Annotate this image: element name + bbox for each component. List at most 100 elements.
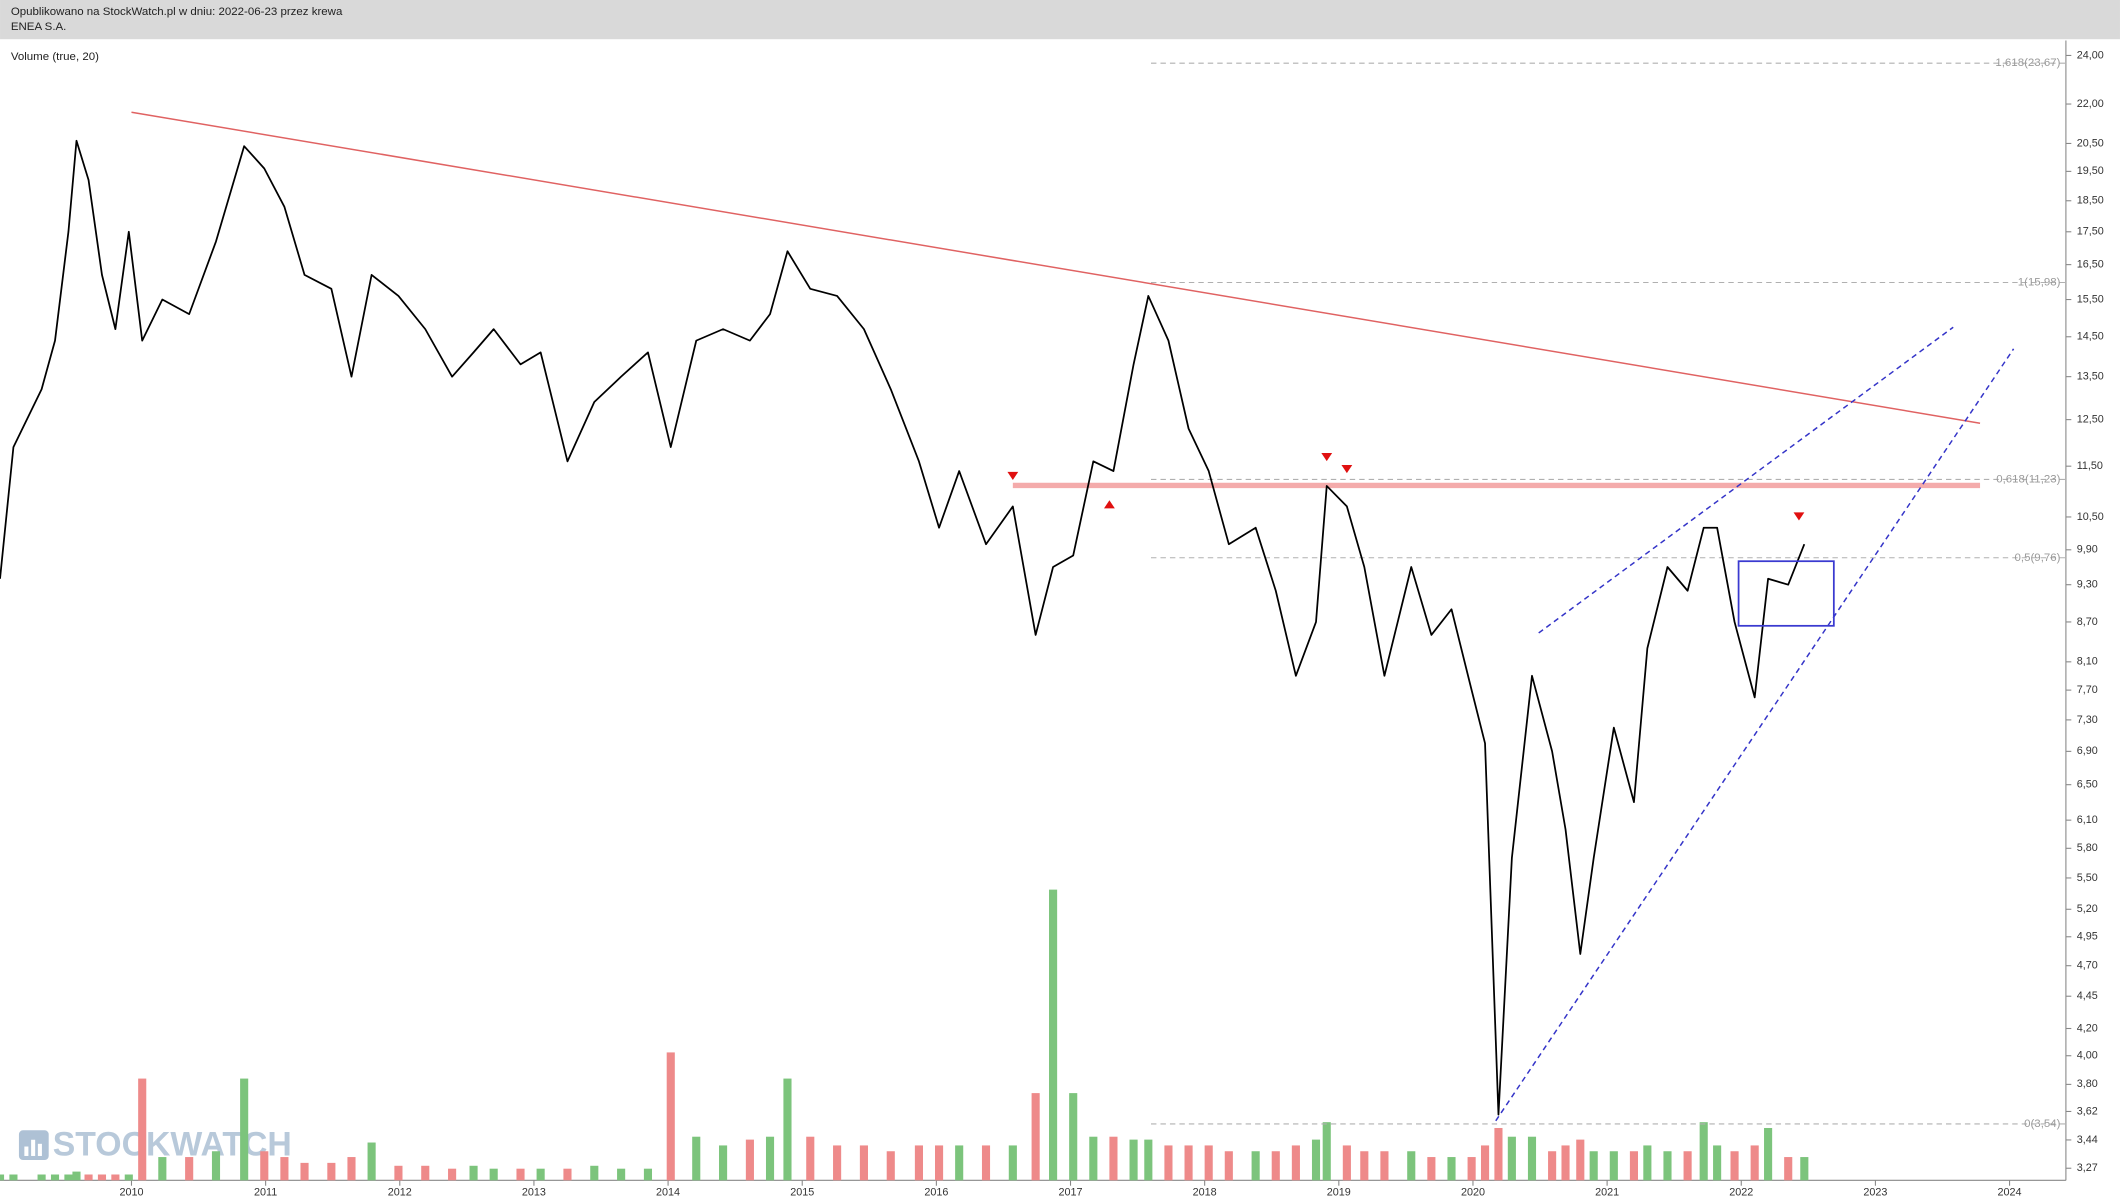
- volume-bar: [1643, 1145, 1652, 1181]
- y-tick-label: 6,50: [2077, 779, 2098, 791]
- volume-bar: [934, 1145, 944, 1181]
- signal-marker: [1104, 500, 1115, 509]
- x-tick-label: 2021: [1595, 1186, 1619, 1198]
- volume-bar: [1784, 1157, 1793, 1181]
- y-tick-label: 18,50: [2077, 195, 2104, 207]
- price-line: [0, 139, 1806, 1116]
- volume-bar: [64, 1174, 73, 1181]
- x-tick-label: 2017: [1059, 1186, 1083, 1198]
- volume-bar: [833, 1145, 842, 1181]
- volume-bar: [981, 1145, 991, 1181]
- fib-level-label: 1(15,98): [2018, 277, 2061, 289]
- x-tick-label: 2013: [522, 1186, 546, 1198]
- volume-bar: [1360, 1151, 1369, 1181]
- volume-bar: [1380, 1151, 1389, 1181]
- volume-bar: [260, 1151, 269, 1181]
- y-tick-label: 9,90: [2077, 544, 2098, 556]
- volume-bar: [1251, 1151, 1260, 1181]
- volume-bar: [9, 1174, 18, 1181]
- volume-bar: [1407, 1151, 1416, 1181]
- volume-bar: [516, 1168, 525, 1181]
- x-tick-label: 2022: [1729, 1186, 1753, 1198]
- volume-bar: [124, 1174, 133, 1181]
- y-tick-label: 22,00: [2077, 98, 2104, 110]
- volume-bar: [1589, 1151, 1598, 1181]
- volume-bar: [347, 1157, 356, 1181]
- volume-bar: [617, 1168, 626, 1181]
- range-box: [1737, 560, 1835, 627]
- x-tick-label: 2024: [1998, 1186, 2022, 1198]
- volume-bar: [1750, 1145, 1759, 1181]
- fib-level-label: 0,5(9,76): [2015, 552, 2061, 564]
- volume-bar: [1049, 889, 1058, 1181]
- volume-bar: [1467, 1157, 1476, 1181]
- volume-bar: [1342, 1145, 1351, 1181]
- volume-bar: [1699, 1122, 1708, 1181]
- y-tick-label: 10,50: [2077, 511, 2104, 523]
- volume-bar: [1480, 1145, 1490, 1181]
- volume-bar: [394, 1165, 403, 1181]
- volume-bar: [590, 1165, 599, 1181]
- trend-line: [1538, 326, 1954, 634]
- volume-bar: [765, 1136, 775, 1181]
- y-tick-label: 14,50: [2077, 331, 2104, 343]
- volume-bar: [1184, 1145, 1193, 1181]
- volume-bar: [563, 1168, 572, 1181]
- y-tick-label: 4,00: [2077, 1050, 2098, 1062]
- y-tick-label: 4,70: [2077, 960, 2098, 972]
- volume-bar: [859, 1145, 868, 1181]
- volume-bar: [914, 1145, 923, 1181]
- volume-bar: [1494, 1127, 1503, 1181]
- volume-bar: [1800, 1157, 1809, 1181]
- watermark-icon-bar: [37, 1143, 42, 1156]
- y-tick-label: 7,70: [2077, 684, 2098, 696]
- y-tick-label: 5,50: [2077, 872, 2098, 884]
- y-tick-label: 8,70: [2077, 616, 2098, 628]
- y-tick-label: 12,50: [2077, 413, 2104, 425]
- volume-bar: [643, 1168, 653, 1181]
- volume-bar: [1271, 1151, 1280, 1181]
- y-tick-label: 6,10: [2077, 814, 2098, 826]
- volume-bar: [1663, 1151, 1672, 1181]
- y-tick-label: 3,62: [2077, 1105, 2098, 1117]
- volume-bar: [1576, 1139, 1585, 1181]
- volume-bar: [1008, 1145, 1017, 1181]
- x-tick-label: 2016: [924, 1186, 948, 1198]
- trend-line: [1495, 348, 2015, 1122]
- volume-bar: [489, 1168, 498, 1181]
- volume-bar: [1204, 1145, 1213, 1181]
- volume-bar: [367, 1142, 376, 1181]
- volume-bar: [666, 1052, 675, 1181]
- signal-marker: [1007, 471, 1019, 481]
- x-tick-label: 2019: [1327, 1186, 1351, 1198]
- volume-bar: [280, 1157, 289, 1181]
- volume-bar: [300, 1162, 309, 1181]
- watermark-icon-bar: [24, 1146, 29, 1156]
- volume-bar: [745, 1139, 754, 1181]
- volume-bar: [240, 1078, 249, 1181]
- volume-bar: [886, 1151, 895, 1181]
- volume-bar: [719, 1145, 728, 1181]
- volume-bar: [1427, 1157, 1436, 1181]
- y-tick-label: 24,00: [2077, 49, 2104, 61]
- fib-level-label: 0,618(11,23): [1996, 473, 2060, 485]
- y-tick-label: 3,80: [2077, 1078, 2098, 1090]
- y-tick-label: 5,20: [2077, 903, 2098, 915]
- x-tick-label: 2015: [790, 1186, 814, 1198]
- signal-marker: [1793, 512, 1805, 521]
- volume-bar: [1164, 1145, 1173, 1181]
- volume-bar: [1730, 1151, 1739, 1181]
- volume-bar: [72, 1171, 81, 1181]
- volume-bar: [1089, 1136, 1098, 1181]
- volume-bar: [1609, 1151, 1618, 1181]
- volume-bar: [421, 1165, 430, 1181]
- volume-bar: [1144, 1139, 1153, 1181]
- header-band: [0, 0, 2120, 40]
- x-tick-label: 2020: [1461, 1186, 1485, 1198]
- y-tick-label: 3,27: [2077, 1162, 2098, 1174]
- y-tick-label: 15,50: [2077, 293, 2104, 305]
- volume-bar: [138, 1078, 147, 1181]
- volume-bar: [1447, 1157, 1456, 1181]
